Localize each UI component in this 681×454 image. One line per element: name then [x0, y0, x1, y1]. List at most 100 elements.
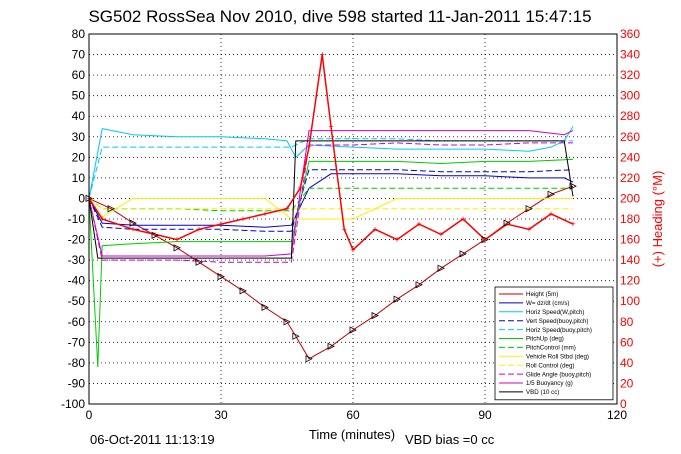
- heading-point: +: [504, 219, 509, 229]
- heading-point: +: [570, 219, 575, 229]
- height-point: [503, 219, 511, 227]
- y-axis-ticks: 80 70 60 50 40 30 20 10 0 -10 -20 -30 -40 -50 -60 -70 -8…: [61, 27, 85, 411]
- height-point: [415, 281, 423, 289]
- series-line: [88, 198, 573, 210]
- y-tick-label: -70: [68, 335, 86, 349]
- heading-point: +: [394, 235, 399, 245]
- vbd-bias-note: VBD bias =0 cc: [405, 432, 495, 447]
- right-tick-label: 260: [620, 130, 640, 144]
- legend-entry: PitchControl (mm): [526, 345, 576, 352]
- heading-point: +: [548, 209, 553, 219]
- height-point: [217, 272, 225, 281]
- y-tick-label: 0: [78, 191, 85, 205]
- y-tick-label: -20: [68, 233, 86, 247]
- height-point: [107, 205, 115, 213]
- height-point: [292, 332, 300, 340]
- y-tick-label: -80: [68, 356, 86, 370]
- height-point: [437, 264, 445, 272]
- legend-entry: 1/5 Buoyancy (g): [526, 380, 573, 387]
- heading-point: +: [100, 214, 105, 224]
- series-line: [88, 173, 574, 228]
- legend-entry: W= dz/dt (cm/s): [526, 300, 570, 307]
- heading-point: +: [262, 209, 267, 219]
- y-tick-label: 40: [72, 109, 86, 123]
- y-tick-label: 30: [72, 130, 86, 144]
- right-axis-ticks: 3603403203002802602402202001801601401201…: [620, 27, 640, 411]
- series-lines: [88, 54, 574, 368]
- y-tick-label: 80: [72, 27, 86, 41]
- heading-point: +: [196, 224, 201, 234]
- legend-entry: PitchUp (deg): [526, 336, 564, 343]
- heading-point: +: [342, 224, 347, 234]
- series-line: [88, 158, 574, 368]
- series-line: [88, 130, 574, 257]
- chart-title: SG502 RossSea Nov 2010, dive 598 started…: [88, 7, 591, 26]
- x-tick-label: 90: [478, 408, 492, 422]
- right-tick-label: 60: [620, 335, 634, 349]
- right-axis-label: (+) Heading (°M): [650, 171, 665, 268]
- height-point: [327, 342, 335, 351]
- height-point: [393, 295, 401, 303]
- height-point: [525, 205, 533, 213]
- right-tick-label: 40: [620, 356, 634, 370]
- heading-point: +: [284, 204, 289, 214]
- y-tick-label: 60: [72, 68, 86, 82]
- series-line: [88, 138, 573, 199]
- plot-frame: [88, 33, 618, 405]
- x-tick-label: 120: [607, 408, 627, 422]
- right-tick-label: 360: [620, 27, 640, 41]
- right-tick-label: 160: [620, 233, 640, 247]
- heading-point: +: [298, 183, 303, 193]
- x-axis-label: Time (minutes): [309, 427, 395, 442]
- legend-entry: Roll Control (deg): [526, 362, 575, 369]
- legend-entry: VBD (10 cc): [526, 389, 559, 396]
- heading-point: +: [174, 235, 179, 245]
- heading-point: +: [218, 219, 223, 229]
- legend: Height (5m) W= dz/dt (cm/s) Horiz Speed(W,…: [494, 286, 614, 401]
- height-point: [151, 231, 159, 240]
- height-point: [569, 182, 577, 190]
- height-point: [129, 219, 137, 227]
- legend-entry: Horiz Speed(W,pitch): [526, 309, 584, 316]
- legend-box: [494, 286, 614, 401]
- legend-entry: Glide Angle (buoy,pitch): [526, 371, 591, 378]
- y-tick-label: 50: [72, 89, 86, 103]
- right-tick-label: 300: [620, 89, 640, 103]
- height-point: [459, 250, 467, 258]
- legend-entry: Vehicle Roll Stbd (deg): [526, 354, 589, 361]
- x-tick-label: 30: [214, 408, 228, 422]
- heading-point: +: [460, 214, 465, 224]
- legend-entry: Height (5m): [526, 291, 558, 298]
- heading-point: +: [130, 224, 135, 234]
- right-tick-label: 20: [620, 376, 634, 390]
- heading-point: +: [438, 229, 443, 239]
- right-tick-label: 0: [620, 397, 627, 411]
- heading-point: +: [416, 219, 421, 229]
- height-point: [239, 287, 247, 295]
- right-tick-label: 240: [620, 150, 640, 164]
- height-point: [305, 355, 313, 363]
- heading-point: +: [328, 122, 333, 132]
- y-tick-label: -90: [68, 376, 86, 390]
- y-tick-label: 70: [72, 48, 86, 62]
- y-tick-label: -60: [68, 315, 86, 329]
- legend-entry: Vert Speed(buoy,pitch): [526, 318, 588, 325]
- x-axis-ticks: 0 30 60 90 120: [86, 408, 628, 422]
- right-tick-label: 280: [620, 109, 640, 123]
- height-point: [371, 311, 379, 320]
- y-tick-label: 20: [72, 150, 86, 164]
- heading-point: +: [306, 142, 311, 152]
- right-tick-label: 140: [620, 253, 640, 267]
- height-point: [547, 190, 555, 198]
- height-point: [173, 244, 181, 252]
- heading-point: +: [350, 245, 355, 255]
- heading-point: +: [240, 214, 245, 224]
- heading-point: +: [372, 224, 377, 234]
- heading-point: +: [482, 235, 487, 245]
- height-point: [283, 318, 291, 326]
- right-tick-label: 100: [620, 294, 640, 308]
- right-tick-label: 80: [620, 315, 634, 329]
- y-tick-label: -100: [61, 397, 85, 411]
- right-tick-label: 180: [620, 212, 640, 226]
